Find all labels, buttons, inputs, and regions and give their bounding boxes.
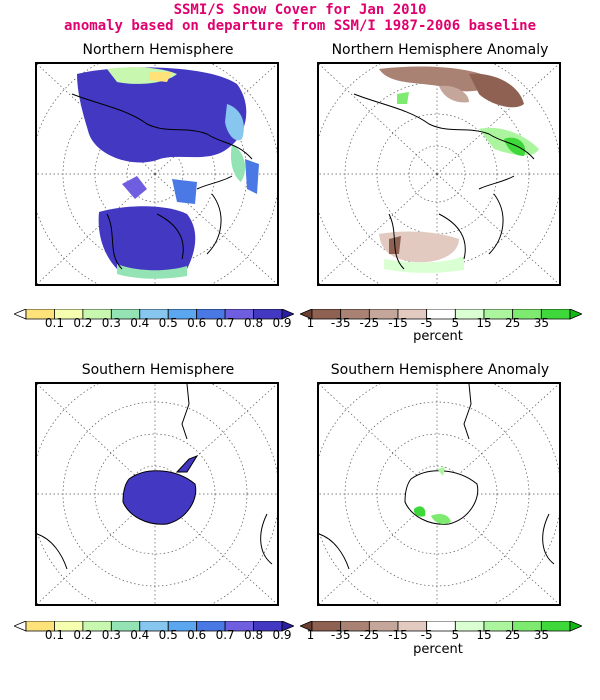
colorbar-snow-cover-swatch [281,309,294,320]
figure-title-line2: anomaly based on departure from SSM/I 19… [63,18,536,34]
colorbar-anomaly-tick-label: -5 [420,628,433,642]
colorbar-anomaly-tick-label: 25 [505,628,521,642]
colorbar-snow-cover-tick-label: 0.9 [272,628,292,642]
colorbar-snow-cover-tick-label: 1 [306,628,315,642]
colorbar-anomaly-tick-label: 35 [533,316,549,330]
colorbar-anomaly-swatch [569,309,582,320]
colorbar-snow-cover-bottom [14,621,294,632]
colorbar-snow-cover-tick-label: 0.3 [101,628,121,642]
colorbar-snow-cover-tick-label: 0.8 [244,628,264,642]
colorbar-snow-cover-tick-label: 0.8 [244,316,264,330]
colorbar-snow-cover-tick-label: 0.1 [44,316,64,330]
colorbar-snow-cover-tick-label: 0.5 [158,316,178,330]
colorbar-anomaly-tick-label: 5 [451,628,460,642]
colorbar-snow-cover-tick-label: 0.7 [215,316,235,330]
colorbar-snow-cover-top [14,309,294,320]
colorbar-anomaly-tick-label: -15 [388,316,408,330]
colorbar-anomaly-tick-label: -5 [420,316,433,330]
colorbar-anomaly-tick-label: 35 [533,628,549,642]
colorbar-anomaly-swatch [300,309,313,320]
colorbar-unit-top: percent [413,329,463,344]
colorbar-snow-cover-tick-label: 0.4 [130,316,150,330]
colorbar-anomaly-tick-label: -25 [359,316,380,330]
colorbar-anomaly-tick-label: 15 [476,316,492,330]
colorbar-anomaly-swatch [300,621,313,632]
colorbar-snow-cover-tick-label: 0.7 [215,628,235,642]
colorbar-snow-cover-tick-label: 0.6 [187,628,207,642]
colorbar-snow-cover-tick-label: 0.9 [272,316,292,330]
colorbar-snow-cover-swatch [14,621,27,632]
panel-title-nh-anomaly: Northern Hemisphere Anomaly [331,42,549,58]
map-nh-anomaly [319,64,559,284]
colorbar-snow-cover-tick-label: 0.6 [187,316,207,330]
colorbar-snow-cover-tick-label: 0.2 [73,628,93,642]
colorbar-anomaly-tick-label: 25 [505,316,521,330]
map-panel-sh-snow-cover [35,382,279,606]
colorbar-snow-cover-tick-label: 0.3 [101,316,121,330]
colorbar-anomaly-tick-label: -35 [330,628,351,642]
colorbar-snow-cover-swatch [281,621,294,632]
colorbar-anomaly-top [300,309,582,320]
figure-title-line1: SSMI/S Snow Cover for Jan 2010 [173,2,427,18]
colorbar-snow-cover-tick-label: 0.5 [158,628,178,642]
colorbar-anomaly-tick-label: 15 [476,628,492,642]
colorbar-anomaly-bottom [300,621,582,632]
panel-title-nh: Northern Hemisphere [82,42,234,58]
colorbar-anomaly-tick-label: 5 [451,316,460,330]
map-sh-anomaly [319,384,559,604]
map-panel-nh-snow-cover [35,62,279,286]
colorbar-unit-bottom: percent [413,642,463,657]
colorbar-anomaly-tick-label: -15 [388,628,408,642]
colorbar-snow-cover-tick-label: 1 [306,316,315,330]
colorbar-anomaly-tick-label: -25 [359,628,380,642]
map-panel-sh-anomaly [317,382,561,606]
colorbar-snow-cover-swatch [14,309,27,320]
map-nh-snow-cover [37,64,277,284]
map-sh-snow-cover [37,384,277,604]
colorbar-snow-cover-tick-label: 0.2 [73,316,93,330]
panel-title-sh: Southern Hemisphere [81,362,235,378]
colorbar-anomaly-swatch [569,621,582,632]
colorbar-snow-cover-tick-label: 0.4 [130,628,150,642]
colorbar-anomaly-tick-label: -35 [330,316,351,330]
panel-title-sh-anomaly: Southern Hemisphere Anomaly [330,362,550,378]
map-panel-nh-anomaly [317,62,561,286]
colorbar-snow-cover-tick-label: 0.1 [44,628,64,642]
